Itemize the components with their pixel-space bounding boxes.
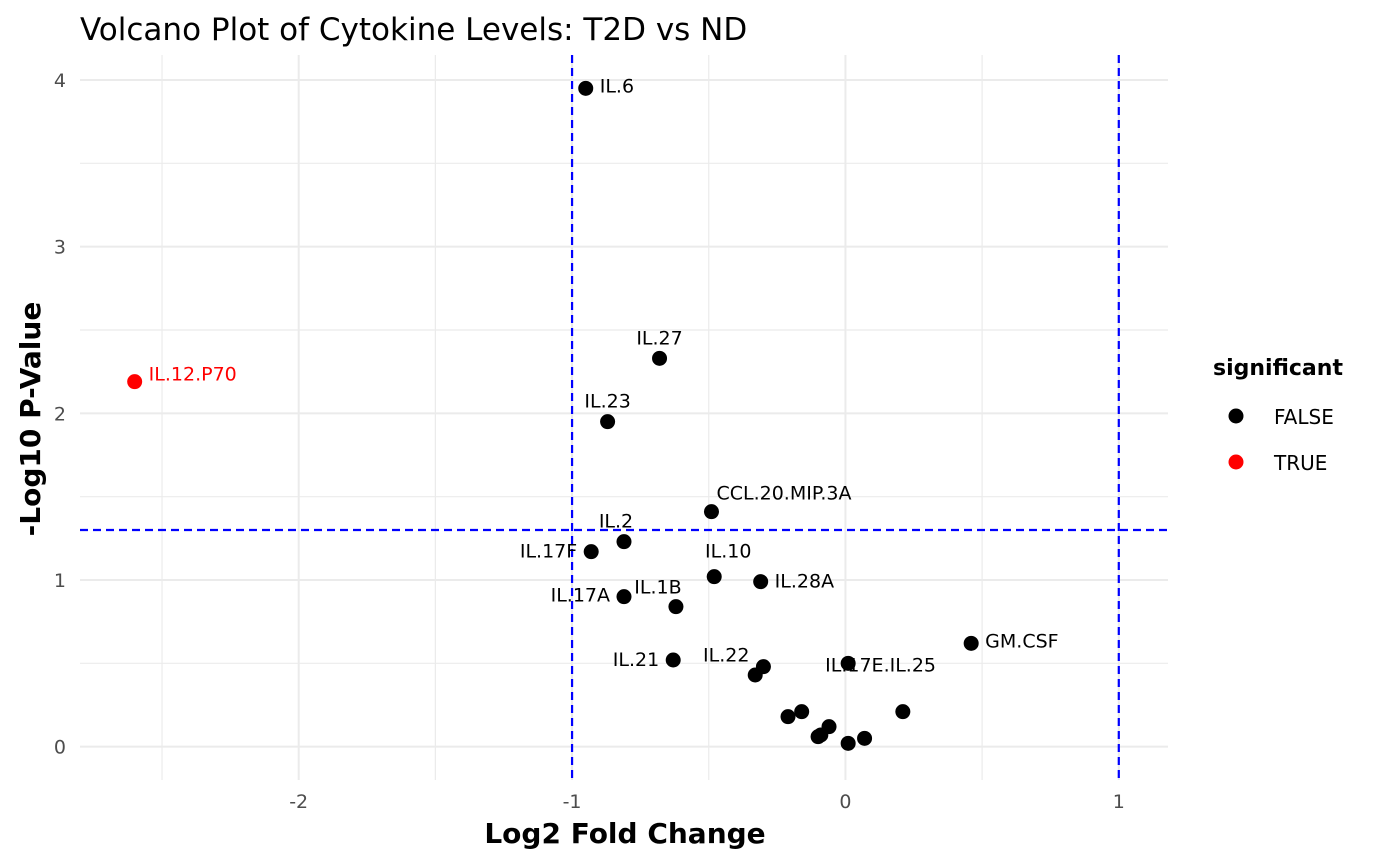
data-point-label: IL.22 <box>703 645 749 667</box>
legend-entry-label: TRUE <box>1273 451 1327 475</box>
data-point-label: IL.23 <box>584 391 630 413</box>
data-point-label: IL.12.P70 <box>149 364 237 386</box>
data-point-label: IL.21 <box>613 649 659 671</box>
data-point-label: IL.6 <box>600 75 634 97</box>
data-point-label: IL.17F <box>520 541 577 563</box>
x-tick-label: 0 <box>839 791 851 813</box>
y-tick-label: 0 <box>54 737 66 759</box>
data-point <box>810 729 826 745</box>
data-points <box>127 80 979 751</box>
data-point-label: IL.10 <box>705 541 751 563</box>
legend-key <box>1228 408 1244 424</box>
x-tick-label: -1 <box>563 791 582 813</box>
y-axis-title: -Log10 P-Value <box>14 302 47 537</box>
data-point <box>780 709 796 725</box>
y-axis-ticks: 0 1 2 3 4 <box>54 70 66 759</box>
data-point <box>665 652 681 668</box>
legend-key <box>1228 454 1244 470</box>
x-axis-title: Log2 Fold Change <box>484 817 765 850</box>
plot-grid <box>80 55 1168 780</box>
data-point <box>753 574 769 590</box>
data-point <box>963 635 979 651</box>
point-labels: IL.12.P70 IL.6 IL.27 IL.23 CCL.20.MIP.3A IL.2… <box>149 75 1059 676</box>
data-point-label: IL.1B <box>634 577 681 599</box>
data-point-label: IL.2 <box>599 511 633 533</box>
legend-title: significant <box>1213 356 1343 381</box>
x-tick-label: -2 <box>289 791 308 813</box>
data-point <box>652 350 668 366</box>
data-point <box>703 504 719 520</box>
data-point <box>857 730 873 746</box>
data-point <box>840 735 856 751</box>
data-point <box>668 599 684 615</box>
x-tick-label: 1 <box>1113 791 1125 813</box>
data-point <box>747 667 763 683</box>
data-point-label: IL.17E.IL.25 <box>825 654 936 676</box>
threshold-lines <box>80 55 1168 780</box>
y-tick-label: 4 <box>54 70 66 92</box>
legend-entry-label: FALSE <box>1274 405 1334 429</box>
data-point <box>794 704 810 720</box>
data-point-label: IL.28A <box>775 571 834 593</box>
data-point-label: CCL.20.MIP.3A <box>716 483 851 505</box>
y-tick-label: 2 <box>54 403 66 425</box>
legend: significant FALSE TRUE <box>1213 356 1343 475</box>
chart-title: Volcano Plot of Cytokine Levels: T2D vs … <box>80 12 747 48</box>
data-point <box>616 589 632 605</box>
data-point <box>583 544 599 560</box>
x-axis-ticks: -2 -1 0 1 <box>289 791 1125 813</box>
data-point <box>616 534 632 550</box>
data-point-label: GM.CSF <box>985 630 1058 652</box>
data-point <box>578 80 594 96</box>
data-point <box>895 704 911 720</box>
data-point-label: IL.17A <box>551 585 610 607</box>
data-point-label: IL.27 <box>636 327 682 349</box>
data-point <box>600 414 616 430</box>
data-point <box>706 569 722 585</box>
data-point <box>127 374 143 390</box>
y-tick-label: 1 <box>54 570 66 592</box>
y-tick-label: 3 <box>54 237 66 259</box>
legend-entries: FALSE TRUE <box>1228 405 1334 475</box>
data-point <box>840 655 856 671</box>
